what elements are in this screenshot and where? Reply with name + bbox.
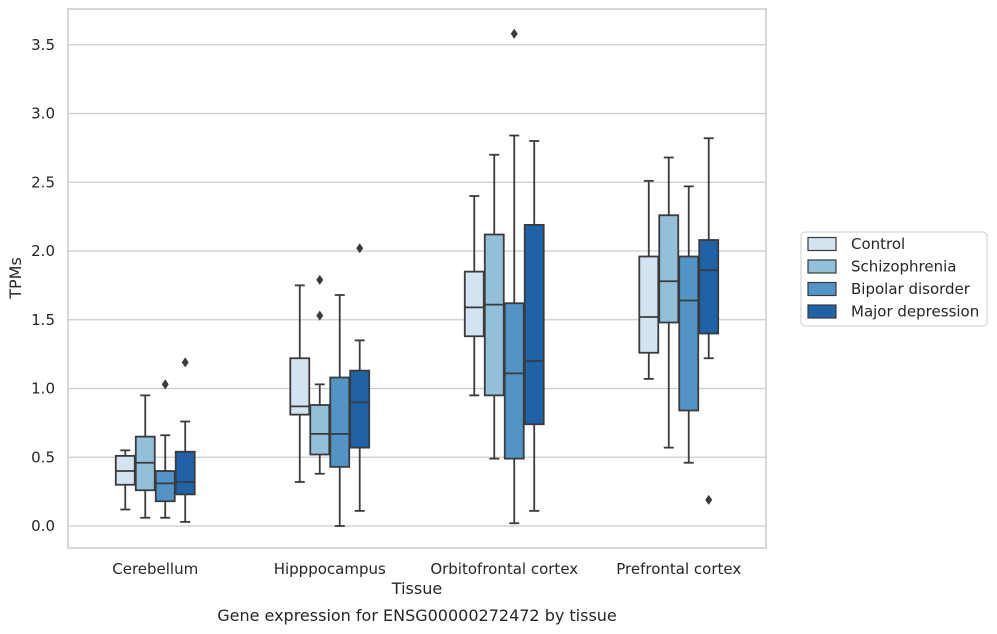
y-tick-label: 3.5 xyxy=(31,36,55,54)
box-iqr xyxy=(658,214,680,324)
legend-label: Control xyxy=(851,235,905,253)
y-tick-label: 1.5 xyxy=(31,311,55,329)
legend-label: Major depression xyxy=(851,303,979,321)
legend-swatch xyxy=(807,259,837,274)
box-schizophrenia xyxy=(309,274,331,475)
y-tick-label: 0.5 xyxy=(31,448,55,466)
x-tick-label: Cerebellum xyxy=(112,560,198,578)
box-control xyxy=(463,195,485,397)
box-major-depression xyxy=(174,357,196,523)
y-tick-label: 1.0 xyxy=(31,380,55,398)
box-bipolar-disorder xyxy=(329,294,351,527)
x-axis-label: Tissue xyxy=(391,579,442,598)
x-tick-label: Prefrontal cortex xyxy=(616,560,741,578)
outlier-point xyxy=(316,310,324,321)
legend: Control Schizophrenia Bipolar disorder Majo… xyxy=(800,231,988,327)
outlier-point xyxy=(181,357,189,368)
outlier-point xyxy=(161,379,169,390)
outlier-point xyxy=(356,243,364,254)
box-iqr xyxy=(678,255,700,412)
box-bipolar-disorder xyxy=(678,185,700,464)
x-tick-label: Hipppocampus xyxy=(274,560,386,578)
y-axis-label: TPMs xyxy=(6,257,25,300)
box-iqr xyxy=(329,376,351,468)
outlier-point xyxy=(705,494,713,505)
outlier-point xyxy=(316,274,324,285)
x-tick-labels: Cerebellum Hipppocampus Orbitofrontal cort… xyxy=(112,560,741,578)
box-iqr xyxy=(289,357,311,416)
legend-swatch xyxy=(807,304,837,319)
box-major-depression xyxy=(698,137,720,505)
box-iqr xyxy=(698,239,720,335)
box-bipolar-disorder xyxy=(154,379,176,519)
box-iqr xyxy=(309,404,331,456)
chart-caption: Gene expression for ENSG00000272472 by t… xyxy=(217,606,617,625)
legend-swatch xyxy=(807,281,837,297)
legend-swatch xyxy=(807,236,837,252)
box-iqr xyxy=(523,223,545,426)
x-tick-label: Orbitofrontal cortex xyxy=(430,560,578,578)
y-tick-label: 3.0 xyxy=(31,105,55,123)
box-iqr xyxy=(503,302,525,460)
y-tick-label: 2.0 xyxy=(31,242,55,260)
box-iqr xyxy=(174,450,196,496)
box-major-depression xyxy=(349,243,371,512)
box-groups xyxy=(114,28,720,527)
outlier-point xyxy=(510,28,518,39)
box-iqr xyxy=(154,470,176,503)
box-iqr xyxy=(463,270,485,338)
legend-label: Schizophrenia xyxy=(851,258,956,276)
box-control xyxy=(289,284,311,483)
box-control xyxy=(114,449,136,511)
box-iqr xyxy=(638,255,660,354)
box-bipolar-disorder xyxy=(503,28,525,525)
legend-label: Bipolar disorder xyxy=(851,280,971,298)
y-tick-labels: 0.0 0.5 1.0 1.5 2.0 2.5 3.0 3.5 xyxy=(31,36,55,535)
box-schizophrenia xyxy=(134,394,156,519)
box-iqr xyxy=(483,233,505,397)
box-iqr xyxy=(349,369,371,449)
y-tick-label: 0.0 xyxy=(31,517,55,535)
y-tick-label: 2.5 xyxy=(31,173,55,191)
legend-box xyxy=(800,231,988,327)
box-major-depression xyxy=(523,140,545,512)
box-schizophrenia xyxy=(483,153,505,460)
box-control xyxy=(638,179,660,380)
box-schizophrenia xyxy=(658,156,680,449)
